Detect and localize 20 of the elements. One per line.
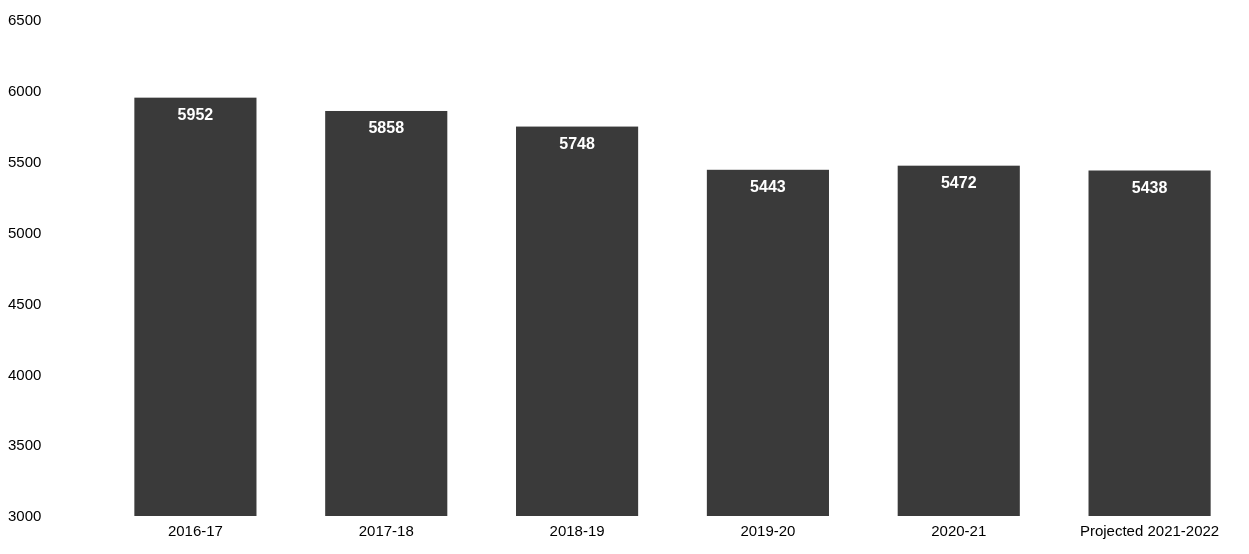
x-tick-label: 2018-19 [549, 522, 605, 539]
x-tick-label: 2019-20 [740, 522, 796, 539]
y-tick-label: 6500 [8, 11, 42, 29]
y-tick-label: 5500 [8, 152, 42, 170]
y-tick-label: 4000 [8, 365, 42, 383]
data-label: 5748 [559, 134, 595, 152]
y-tick-label: 4500 [8, 294, 42, 312]
y-tick-label: 5000 [8, 223, 42, 241]
data-label: 5438 [1131, 178, 1168, 196]
x-tick-label: Projected 2021-2022 [1079, 522, 1220, 539]
y-tick-label: 6000 [8, 82, 42, 100]
data-label: 5472 [940, 173, 977, 191]
y-tick-label: 3000 [8, 507, 42, 525]
data-label: 5858 [368, 118, 405, 136]
x-tick-label: 2020-21 [931, 522, 987, 539]
data-label: 5443 [750, 177, 786, 195]
x-tick-label: 2017-18 [358, 522, 414, 539]
y-tick-label: 3500 [8, 436, 42, 454]
x-tick-label: 2016-17 [167, 522, 223, 539]
data-label: 5952 [177, 105, 214, 123]
